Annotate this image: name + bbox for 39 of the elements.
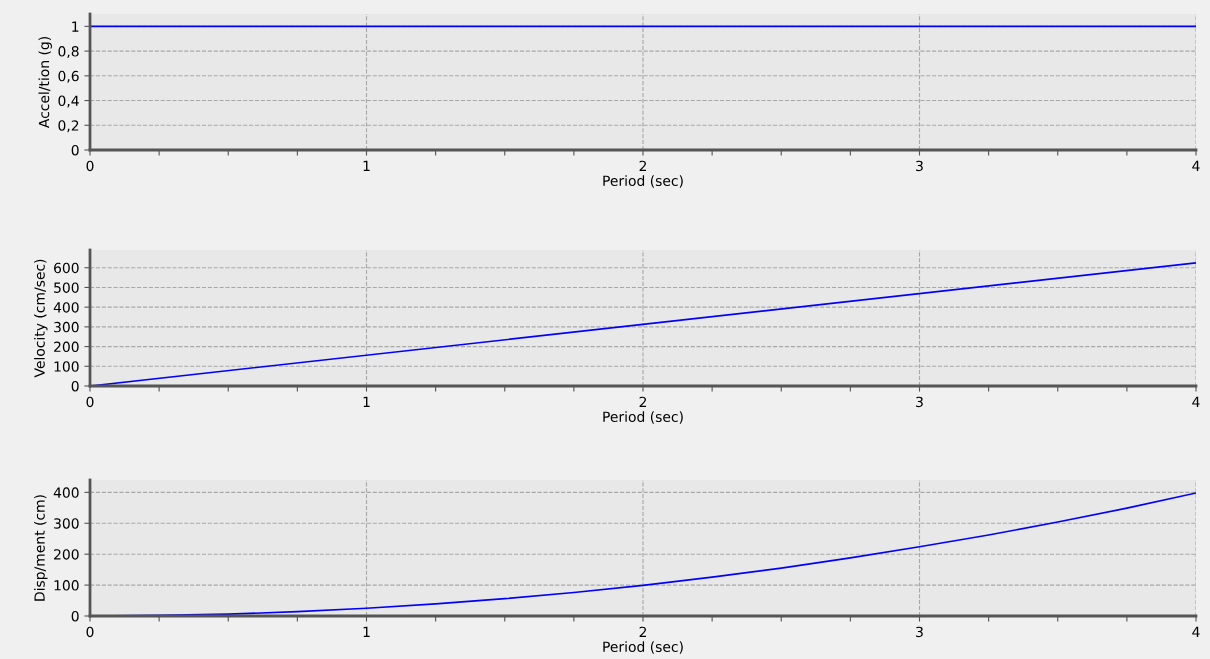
- x-tick-label: 2: [639, 160, 647, 171]
- x-tick-label: 4: [1192, 396, 1200, 407]
- x-tick-label: 4: [1192, 626, 1200, 637]
- x-axis-title: Period (sec): [603, 641, 683, 654]
- y-tick-label: 100: [54, 361, 79, 372]
- y-tick-label: 100: [54, 580, 79, 591]
- x-tick-label: 3: [916, 160, 923, 172]
- x-tick-label: 0: [86, 396, 94, 408]
- y-tick-label: 0,2: [58, 120, 79, 133]
- y-tick-label: 500: [54, 282, 79, 293]
- y-tick-label: 300: [54, 518, 79, 529]
- x-tick-label: 2: [639, 626, 647, 637]
- x-tick-label: 0: [86, 626, 94, 638]
- x-tick-label: 1: [363, 160, 370, 171]
- y-tick-label: 200: [54, 341, 79, 353]
- x-tick-label: 4: [1192, 160, 1200, 171]
- x-tick-label: 2: [639, 396, 647, 407]
- y-axis-title: Disp/ment (cm): [34, 495, 48, 601]
- y-tick-label: 300: [54, 321, 79, 333]
- y-axis-title: Velocity (cm/sec): [34, 259, 48, 378]
- y-tick-label: 0: [71, 380, 79, 392]
- y-tick-label: 0,8: [58, 46, 79, 58]
- x-tick-label: 1: [363, 396, 370, 407]
- y-tick-label: 400: [53, 302, 79, 313]
- y-tick-label: 600: [54, 262, 79, 274]
- y-tick-label: 0,6: [58, 70, 79, 83]
- y-tick-label: 0: [71, 610, 79, 622]
- x-tick-label: 3: [916, 396, 923, 408]
- y-tick-label: 200: [54, 549, 79, 560]
- x-tick-label: 3: [916, 626, 923, 638]
- y-tick-label: 1: [72, 21, 79, 32]
- y-tick-label: 0: [71, 144, 79, 156]
- x-tick-label: 1: [363, 626, 370, 637]
- x-tick-label: 0: [86, 160, 94, 172]
- y-tick-label: 0,4: [58, 95, 79, 108]
- y-tick-label: 400: [53, 487, 79, 498]
- y-axis-title: Accel/tion (g): [38, 37, 52, 129]
- x-axis-title: Period (sec): [603, 411, 683, 424]
- x-axis-title: Period (sec): [603, 175, 683, 188]
